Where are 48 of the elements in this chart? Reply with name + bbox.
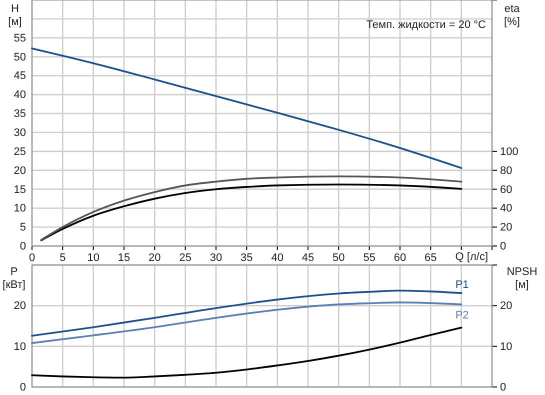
y-tick-label: 55 [14, 32, 26, 44]
x-tick-label: 35 [240, 252, 253, 264]
line-series [31, 48, 462, 169]
x-axis-title: Q [л/с] [455, 251, 488, 263]
y-tick-label: 15 [14, 184, 26, 196]
x-tick-label: 30 [210, 252, 222, 264]
x-tick-label: 5 [60, 252, 66, 264]
x-tick-label: 25 [179, 252, 192, 264]
y-tick-label: 20 [14, 300, 26, 312]
y-tick-label: 35 [14, 108, 26, 120]
annotation: Темп. жидкости = 20 °C [366, 19, 486, 31]
x-tick-label: 50 [332, 252, 345, 264]
line-series [31, 326, 462, 379]
x-tick-label: 45 [302, 252, 314, 264]
y-tick-label: 45 [14, 70, 26, 82]
y2-tick-label: 0 [500, 382, 506, 394]
x-tick-label: 20 [148, 252, 161, 264]
y2-tick-label: 20 [500, 300, 512, 312]
y-tick-label: 50 [14, 51, 26, 64]
y-tick-label: 40 [14, 89, 26, 102]
y2-axis-title: eta [%] [504, 3, 521, 28]
y-axis-title: H [м] [8, 3, 22, 28]
x-tick-label: 40 [271, 252, 284, 264]
x-tick-label: 0 [28, 252, 36, 264]
y-tick-label: 5 [20, 222, 26, 234]
x-tick-label: 55 [363, 252, 376, 264]
y2-tick-label: 80 [500, 164, 512, 177]
x-tick-label: 60 [394, 252, 406, 264]
y2-tick-label: 10 [500, 340, 512, 353]
x-tick-label: 65 [424, 252, 437, 264]
y-tick-label: 25 [14, 146, 26, 158]
x-tick-label: 10 [87, 252, 100, 264]
y-axis-title: P [кВт] [2, 266, 26, 291]
y2-tick-label: 60 [500, 184, 512, 196]
y-tick-label: 0 [20, 240, 26, 253]
y-tick-label: 10 [14, 340, 26, 353]
y-tick-label: 20 [14, 164, 26, 177]
y2-tick-label: 100 [500, 146, 518, 158]
series-label: P1 [455, 279, 469, 292]
y2-tick-label: 40 [500, 202, 512, 215]
x-tick-label: 15 [118, 252, 130, 264]
y-tick-label: 0 [20, 382, 26, 394]
y2-axis-title: NPSH [м] [506, 266, 538, 291]
y-tick-label: 10 [14, 202, 26, 215]
series-label: P2 [455, 309, 469, 322]
y2-tick-label: 20 [500, 222, 512, 234]
y2-tick-label: 0 [500, 240, 506, 253]
y-tick-label: 30 [14, 126, 26, 139]
